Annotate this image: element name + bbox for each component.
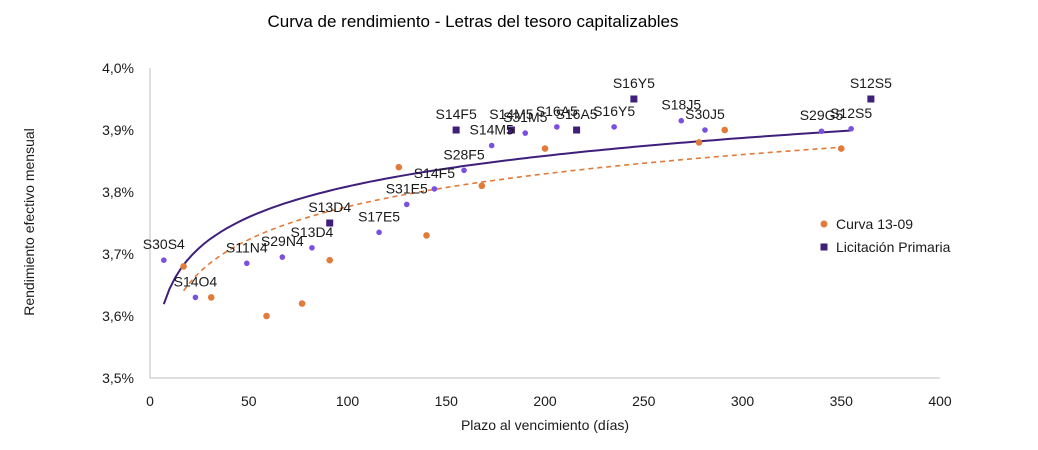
secondary-point	[403, 201, 410, 208]
curva-point	[837, 145, 845, 152]
point-label: S14F5	[414, 165, 455, 181]
licitacion-point	[630, 95, 638, 103]
point-label: S14O4	[174, 273, 218, 289]
legend-label-licitacion: Licitación Primaria	[836, 239, 951, 255]
licitacion-point	[573, 126, 581, 134]
chart-title: Curva de rendimiento - Letras del tesoro…	[267, 12, 678, 31]
point-label: S30S4	[143, 236, 185, 252]
curva-point	[180, 263, 187, 270]
point-label: S18J5	[661, 97, 701, 113]
secondary-point	[309, 245, 315, 251]
point-label: S13D4	[308, 199, 351, 215]
curva-point	[721, 126, 729, 134]
secondary-point	[488, 142, 495, 149]
trendlines	[162, 129, 852, 305]
legend-marker-licitacion	[820, 243, 828, 251]
point-label: S12S5	[830, 105, 872, 121]
legend: Curva 13-09 Licitación Primaria	[820, 216, 951, 255]
x-tick-label: 100	[336, 393, 360, 409]
point-label: S28F5	[443, 146, 484, 162]
point-label: S29N4	[261, 233, 304, 249]
x-tick-label: 250	[632, 393, 656, 409]
y-tick-label: 3,6%	[102, 308, 134, 324]
legend-label-curva: Curva 13-09	[836, 216, 913, 232]
point-label: S14F5	[436, 106, 477, 122]
y-tick-label: 3,8%	[102, 184, 134, 200]
curva-point	[395, 163, 403, 171]
secondary-point	[702, 127, 708, 133]
secondary-point	[192, 294, 199, 301]
curva-point	[541, 145, 549, 152]
secondary-point	[554, 124, 560, 130]
point-label: S16A5	[556, 106, 598, 122]
point-label: S31E5	[386, 180, 428, 196]
secondary-point	[431, 186, 438, 192]
y-tick-labels: 3,5% 3,6% 3,7% 3,8% 3,9% 4,0%	[102, 60, 134, 386]
x-tick-label: 0	[146, 393, 154, 409]
secondary-point	[611, 124, 617, 130]
x-tick-label: 150	[435, 393, 459, 409]
curva-point	[478, 182, 486, 190]
curva-point	[423, 232, 430, 239]
trendline-primary	[162, 129, 852, 305]
axes	[149, 68, 940, 379]
secondary-point	[376, 229, 382, 236]
x-tick-label: 350	[830, 393, 854, 409]
point-label: S11N4	[226, 239, 268, 255]
point-label: S31M5	[503, 109, 548, 125]
point-label: S29G5	[800, 107, 844, 123]
point-label: S16Y5	[593, 103, 635, 119]
secondary-point	[678, 117, 685, 124]
x-axis-title: Plazo al vencimiento (días)	[461, 417, 629, 433]
curva-point	[207, 294, 215, 301]
y-tick-label: 3,9%	[102, 122, 134, 138]
x-tick-label: 300	[731, 393, 755, 409]
licitacion-point	[867, 95, 875, 103]
curva-point	[326, 256, 334, 264]
licitacion-point	[326, 219, 334, 227]
x-tick-labels: 0 50 100 150 200 250 300 350 400	[146, 393, 952, 409]
point-label: S14M5	[489, 106, 534, 122]
data-points	[161, 95, 875, 320]
x-tick-label: 400	[928, 393, 952, 409]
secondary-point	[848, 125, 854, 132]
point-label: S12S5	[850, 75, 892, 91]
secondary-point	[279, 254, 286, 260]
curva-point	[298, 300, 306, 307]
point-label: S16A5	[536, 103, 578, 119]
secondary-point	[461, 167, 467, 174]
point-label: S14M5	[469, 122, 514, 138]
y-tick-label: 3,5%	[102, 370, 134, 386]
y-axis-title: Rendimiento efectivo mensual	[21, 128, 37, 316]
licitacion-point	[452, 126, 460, 134]
secondary-point	[522, 130, 529, 136]
secondary-point	[818, 128, 825, 135]
point-label: S16Y5	[613, 75, 655, 91]
secondary-point	[243, 260, 250, 267]
y-tick-label: 4,0%	[102, 60, 134, 76]
secondary-point	[161, 257, 167, 264]
licitacion-point	[507, 126, 515, 134]
trendline-curva	[182, 146, 842, 292]
curva-point	[263, 312, 270, 320]
curva-point	[695, 139, 703, 146]
point-label: S30J5	[685, 106, 725, 122]
legend-marker-curva	[820, 220, 828, 228]
x-tick-label: 50	[241, 393, 257, 409]
x-tick-label: 200	[533, 393, 557, 409]
point-label: S13D4	[291, 224, 334, 240]
point-label: S17E5	[358, 208, 400, 224]
y-tick-label: 3,7%	[102, 246, 134, 262]
